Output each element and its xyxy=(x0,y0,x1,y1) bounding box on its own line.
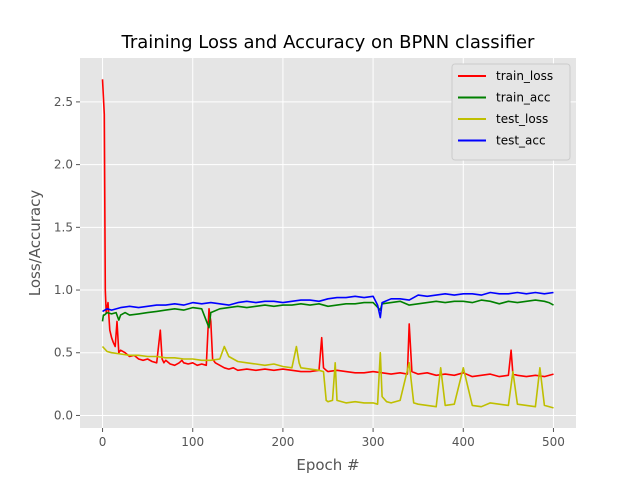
x-tick-label: 500 xyxy=(542,435,565,449)
y-tick-label: 0.0 xyxy=(54,408,73,422)
y-tick-label: 2.5 xyxy=(54,95,73,109)
y-tick-label: 2.0 xyxy=(54,158,73,172)
tick-group: 0 100 200 300 400 500 0.0 0.5 1.0 1.5 2.0 2.5 xyxy=(54,95,565,449)
grid xyxy=(80,58,576,428)
series-line-train-acc xyxy=(101,299,554,329)
y-axis-label: Loss/Accuracy xyxy=(26,190,44,297)
legend-label: test_loss xyxy=(496,112,548,126)
x-tick-label: 100 xyxy=(181,435,204,449)
legend-label: test_acc xyxy=(496,134,546,148)
legend-box xyxy=(451,63,571,161)
series-line-test-acc xyxy=(102,291,554,319)
legend-label: train_loss xyxy=(496,69,553,83)
y-tick-label: 1.0 xyxy=(54,283,73,297)
legend-label: train_acc xyxy=(496,91,550,105)
legend: train_loss train_acc test_loss test_acc xyxy=(451,63,571,161)
x-tick-label: 0 xyxy=(99,435,107,449)
x-tick-label: 400 xyxy=(452,435,475,449)
y-tick-label: 0.5 xyxy=(54,346,73,360)
x-axis-label: Epoch # xyxy=(296,456,359,474)
x-tick-label: 300 xyxy=(362,435,385,449)
chart-title: Training Loss and Accuracy on BPNN class… xyxy=(121,32,536,53)
y-tick-label: 1.5 xyxy=(54,220,73,234)
x-tick-label: 200 xyxy=(271,435,294,449)
series-line-test-loss xyxy=(101,345,554,409)
series-group xyxy=(101,79,554,409)
